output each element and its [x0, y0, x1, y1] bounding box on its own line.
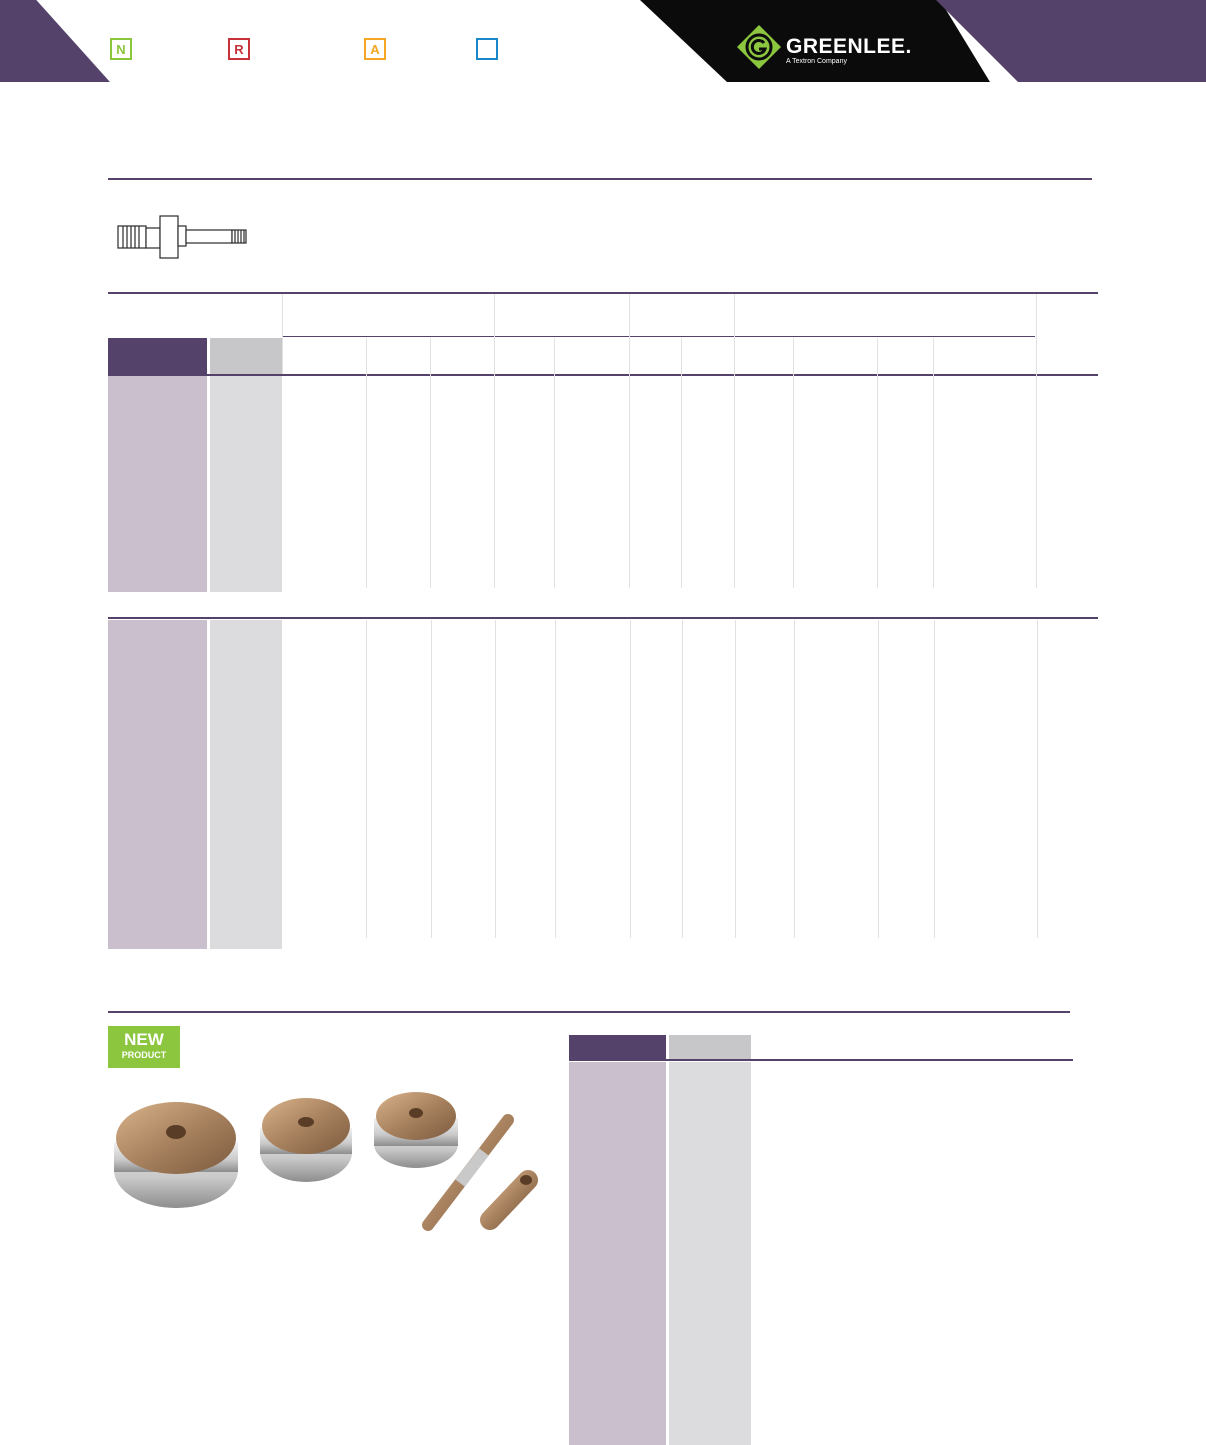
header-brand-bar: [640, 0, 1206, 82]
section2-divider: [108, 1011, 1070, 1013]
table1-column-divider: [1036, 338, 1037, 588]
table2-column-divider: [794, 620, 795, 938]
table3-catalog-column: [569, 1062, 666, 1445]
table1-column-divider: [629, 338, 630, 588]
table1-catalog-column: [108, 376, 207, 592]
new-product-line2: PRODUCT: [121, 1050, 167, 1060]
table2-column-divider: [735, 620, 736, 938]
table2-column-divider: [878, 620, 879, 938]
punch-dies-photo: [114, 1092, 538, 1231]
greenlee-g-icon: [737, 25, 781, 69]
new-product-badge: NEW PRODUCT: [108, 1026, 180, 1068]
table1-code-column: [210, 376, 282, 592]
table3-header-rule: [569, 1059, 1073, 1061]
table1-column-divider: [430, 338, 431, 588]
table1-column-divider: [933, 338, 934, 588]
table1-column-divider: [681, 338, 682, 588]
section-divider: [108, 178, 1092, 180]
table1-header-catalog: [108, 338, 207, 374]
table2-top-rule: [108, 617, 1098, 619]
table1-top-rule: [108, 292, 1098, 294]
table2-code-column: [210, 620, 282, 949]
table1-column-divider: [494, 338, 495, 588]
new-product-line1: NEW: [124, 1030, 164, 1049]
table1-vline-group: [1036, 294, 1037, 374]
badge-blank: [476, 38, 498, 60]
logo-tagline: A Textron Company: [786, 58, 847, 65]
table1-column-divider: [877, 338, 878, 588]
table2-catalog-column: [108, 620, 207, 949]
table1-header-rule: [108, 374, 1098, 376]
table1-column-divider: [793, 338, 794, 588]
table1-vline-group: [629, 294, 630, 374]
table2-column-divider: [1037, 620, 1038, 938]
table3-code-column: [669, 1062, 751, 1445]
badge-a: A: [364, 38, 386, 60]
table1-vline-group: [282, 294, 283, 374]
table1-column-divider: [366, 338, 367, 588]
table2-column-divider: [934, 620, 935, 938]
header-left-band: [0, 0, 110, 82]
table1-vline-group: [734, 294, 735, 374]
logo-wordmark: GREENLEE.: [786, 35, 912, 58]
punch-assembly-drawing: [117, 215, 247, 259]
table1-column-divider: [734, 338, 735, 588]
table1-vline-group: [494, 294, 495, 374]
table2-column-divider: [495, 620, 496, 938]
table2-column-divider: [630, 620, 631, 938]
table2-column-divider: [366, 620, 367, 938]
table1-column-divider: [554, 338, 555, 588]
badge-r: R: [228, 38, 250, 60]
badge-n: N: [110, 38, 132, 60]
table1-group-rule: [282, 336, 1035, 337]
table1-header-code: [210, 338, 282, 374]
table2-column-divider: [431, 620, 432, 938]
table2-column-divider: [555, 620, 556, 938]
table3-header-code: [669, 1035, 751, 1061]
table2-column-divider: [682, 620, 683, 938]
table3-header-catalog: [569, 1035, 666, 1061]
